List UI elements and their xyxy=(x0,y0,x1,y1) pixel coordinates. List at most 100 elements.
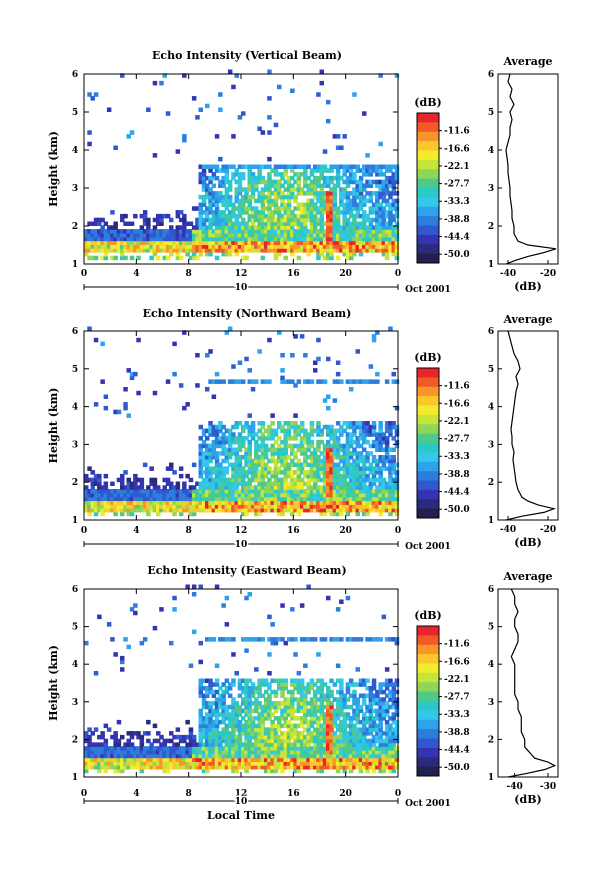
y-tick-label: 1 xyxy=(72,260,78,270)
heatmap-cell xyxy=(228,327,233,332)
heatmap-cell xyxy=(251,421,256,426)
heatmap-cell xyxy=(326,406,331,411)
heatmap-cell xyxy=(323,149,328,154)
heatmap-cell xyxy=(339,600,344,605)
heatmap-cell xyxy=(359,637,364,642)
heatmap-cell xyxy=(280,368,285,373)
heatmap-cell xyxy=(346,596,351,601)
date-day-label: 10 xyxy=(235,283,248,293)
heatmap-cell xyxy=(392,455,397,460)
heatmap-cell xyxy=(244,357,249,362)
heatmap-cell xyxy=(176,727,181,732)
y-tick-label: 1 xyxy=(72,516,78,526)
heatmap-cell xyxy=(117,720,122,725)
heatmap-cell xyxy=(336,664,341,669)
heatmap-cell xyxy=(326,596,331,601)
colorbar-swatch xyxy=(417,452,439,462)
heatmap-cell xyxy=(218,92,223,97)
colorbar-swatch xyxy=(417,151,439,161)
heatmap-cell xyxy=(257,349,262,354)
heatmap-cell xyxy=(365,679,370,684)
heatmap-cell xyxy=(133,611,138,616)
heatmap-cell xyxy=(156,256,161,261)
heatmap-cell xyxy=(385,667,390,672)
colorbar-swatch xyxy=(417,415,439,425)
heatmap-cell xyxy=(372,421,377,426)
colorbar-swatch xyxy=(417,244,439,254)
heatmap-cell xyxy=(320,81,325,86)
y-tick-label: 4 xyxy=(72,403,78,413)
heatmap-cell xyxy=(267,615,272,620)
heatmap-cell xyxy=(365,153,370,158)
heatmap-cell xyxy=(277,85,282,90)
heatmap-cell xyxy=(293,413,298,418)
heatmap-cell xyxy=(323,379,328,384)
heatmap-cell xyxy=(395,470,400,475)
heatmap-cell xyxy=(225,596,230,601)
colorbar-swatch xyxy=(417,188,439,198)
heatmap-cell xyxy=(270,622,275,627)
heatmap-cell xyxy=(104,482,109,487)
heatmap-cell xyxy=(339,146,344,151)
heatmap-cell xyxy=(182,214,187,219)
colorbar-swatch xyxy=(417,132,439,142)
heatmap-cell xyxy=(231,364,236,369)
colorbar-unit: (dB) xyxy=(414,351,441,364)
heatmap-cell xyxy=(192,735,197,740)
profile-y-tick-label: 1 xyxy=(488,260,494,270)
heatmap-cell xyxy=(310,421,315,426)
heatmap-cell xyxy=(378,142,383,147)
heatmap-cell xyxy=(336,361,341,366)
profile-frame xyxy=(498,74,558,264)
profile-y-tick-label: 5 xyxy=(488,365,494,375)
heatmap-cell xyxy=(395,165,400,170)
heatmap-cell xyxy=(326,100,331,105)
x-tick-label: 8 xyxy=(186,526,192,536)
heatmap-cell xyxy=(369,364,374,369)
heatmap-cell xyxy=(267,70,272,75)
profile-y-tick-label: 6 xyxy=(488,70,494,80)
heatmap-cell xyxy=(143,637,148,642)
heatmap-cell xyxy=(248,413,253,418)
colorbar-swatch xyxy=(417,462,439,472)
profile-y-tick-label: 2 xyxy=(488,478,494,488)
colorbar-swatch xyxy=(417,254,439,264)
colorbar-tick-label: -22.1 xyxy=(444,162,470,172)
profile-x-tick-label: -20 xyxy=(540,525,556,535)
heatmap-cells xyxy=(84,585,399,774)
heatmap-cell xyxy=(267,130,272,135)
profile-x-label: (dB) xyxy=(514,536,541,549)
panel-title: Echo Intensity (Northward Beam) xyxy=(143,307,352,320)
heatmap-cell xyxy=(87,130,92,135)
heatmap-cell xyxy=(336,134,341,139)
heatmap-cell xyxy=(127,413,132,418)
heatmap-cell xyxy=(159,607,164,612)
heatmap-cell xyxy=(316,92,321,97)
heatmap-cell xyxy=(323,637,328,642)
heatmap-cell xyxy=(179,466,184,471)
colorbar-swatch xyxy=(417,387,439,397)
heatmap-cell xyxy=(212,637,217,642)
heatmap-cell xyxy=(231,652,236,657)
heatmap-cell xyxy=(378,637,383,642)
colorbar-tick-label: -38.8 xyxy=(444,215,470,225)
heatmap-cell xyxy=(143,463,148,468)
colorbar-swatch xyxy=(417,443,439,453)
x-tick-label: 0 xyxy=(81,526,87,536)
heatmap-cell xyxy=(104,474,109,479)
heatmap-cell xyxy=(254,667,259,672)
heatmap-cell xyxy=(349,387,354,392)
heatmap-cell xyxy=(215,134,220,139)
heatmap-cell xyxy=(300,679,305,684)
heatmap-cell xyxy=(133,372,138,377)
heatmap-cell xyxy=(166,111,171,116)
heatmap-cell xyxy=(185,402,190,407)
heatmap-cell xyxy=(267,379,272,384)
heatmap-cell xyxy=(123,637,128,642)
profile-x-tick-label: -40 xyxy=(500,269,516,279)
heatmap-cell xyxy=(267,96,272,101)
heatmap-cell xyxy=(297,671,302,676)
heatmap-cell xyxy=(267,671,272,676)
heatmap-cell xyxy=(267,652,272,657)
colorbar: (dB)-11.6-16.6-22.1-27.7-33.3-38.8-44.4-… xyxy=(414,96,469,264)
